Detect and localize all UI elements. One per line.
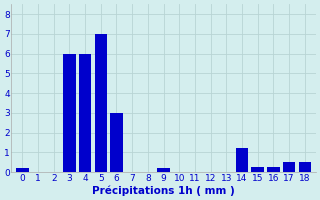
Bar — [252, 167, 264, 172]
Bar — [110, 113, 123, 172]
Bar — [16, 168, 28, 172]
Bar — [283, 162, 295, 172]
Bar — [299, 162, 311, 172]
Bar — [267, 167, 280, 172]
Bar — [94, 34, 107, 172]
Bar — [157, 168, 170, 172]
Bar — [63, 54, 76, 172]
X-axis label: Précipitations 1h ( mm ): Précipitations 1h ( mm ) — [92, 185, 235, 196]
Bar — [79, 54, 92, 172]
Bar — [236, 148, 248, 172]
